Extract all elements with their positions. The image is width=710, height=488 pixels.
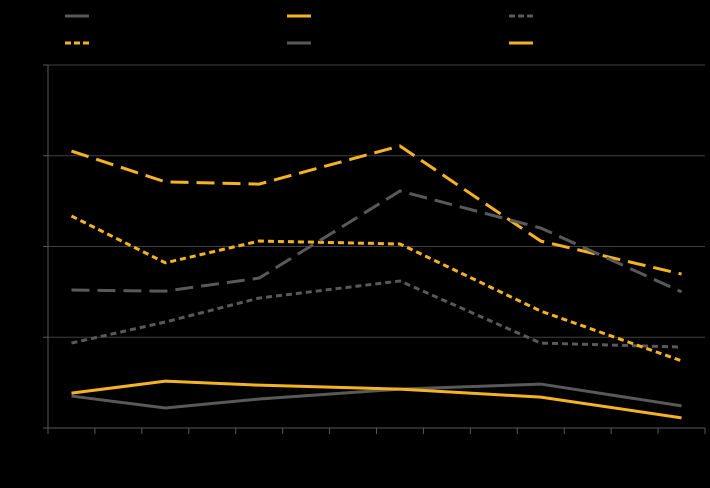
series-line — [70, 144, 682, 276]
series-line — [71, 379, 682, 420]
series-line — [71, 189, 683, 294]
series-line — [70, 214, 683, 363]
series-line — [71, 382, 682, 410]
series-line — [71, 279, 682, 349]
